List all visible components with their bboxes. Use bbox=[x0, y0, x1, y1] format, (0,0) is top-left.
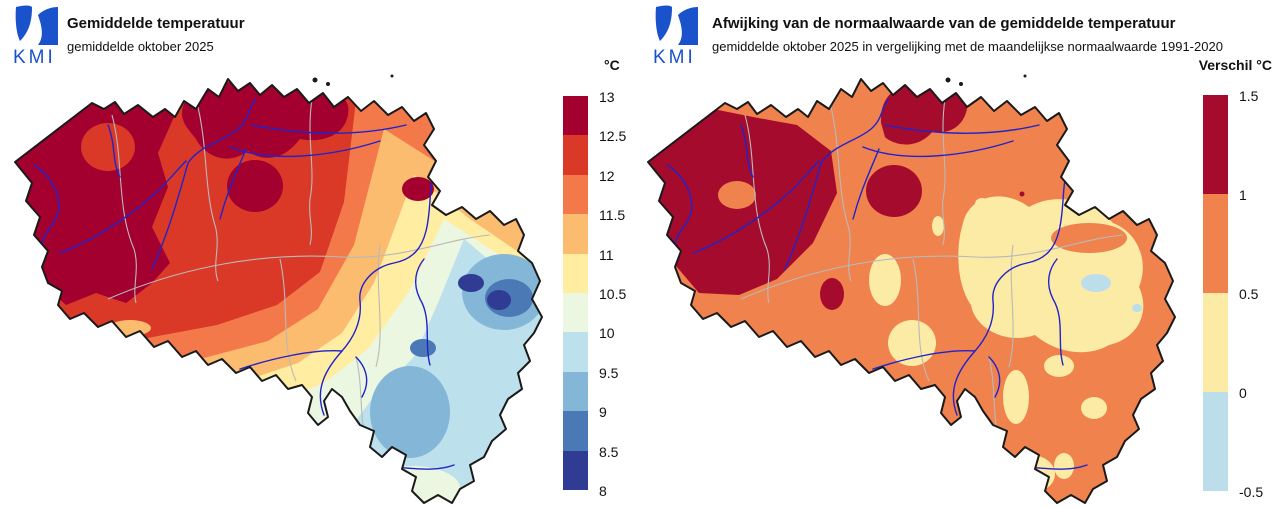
legend-tick: 1.5 bbox=[1239, 88, 1259, 104]
zone-8-5 bbox=[458, 274, 484, 292]
legend-tick: 9 bbox=[599, 404, 607, 420]
zone-orange-rim bbox=[1051, 223, 1127, 253]
legend-tick: 11 bbox=[599, 247, 614, 263]
zone-13-northeast bbox=[402, 177, 434, 201]
legend-tick: 12.5 bbox=[599, 128, 627, 144]
anomaly-map bbox=[647, 74, 1176, 504]
panel-anomaly: KMI Afwijking van de normaalwaarde van d… bbox=[640, 0, 1280, 507]
legend-tick: 12 bbox=[599, 168, 615, 184]
map-subtitle-right: gemiddelde oktober 2025 in vergelijking … bbox=[712, 39, 1223, 54]
legend-tick: 11.5 bbox=[599, 207, 626, 223]
zone-9-5-south bbox=[370, 366, 450, 458]
panel-temperature: KMI Gemiddelde temperatuur gemiddelde ok… bbox=[8, 5, 626, 504]
legend-segment bbox=[563, 135, 588, 175]
zone-13-brussels bbox=[227, 160, 283, 212]
zone-tip-yellow bbox=[378, 492, 404, 503]
temperature-map bbox=[14, 74, 543, 504]
map-title-left: Gemiddelde temperatuur bbox=[67, 15, 245, 32]
legend-segment bbox=[563, 96, 588, 136]
legend-colorbar-left: 13 12.5 12 11.5 11 10.5 10 9.5 9 8.5 8 bbox=[563, 89, 626, 499]
kmi-logo: KMI bbox=[8, 5, 68, 67]
legend-segment bbox=[563, 450, 588, 490]
legend-header-right: Verschil °C bbox=[1198, 57, 1272, 73]
kmi-logo-text: KMI bbox=[13, 47, 56, 67]
map-title-right: Afwijking van de normaalwaarde van de ge… bbox=[712, 15, 1176, 32]
zone-gt1-brussels bbox=[866, 165, 922, 217]
kmi-logo-text: KMI bbox=[653, 47, 696, 67]
legend-tick: 0.5 bbox=[1239, 286, 1259, 302]
legend-segment bbox=[563, 332, 588, 372]
legend-tick: 8 bbox=[599, 483, 607, 499]
zone-0-05-blob bbox=[869, 254, 901, 306]
zone-12-5-hole bbox=[81, 123, 135, 171]
zone-gt1-south bbox=[820, 278, 844, 310]
legend-segment bbox=[563, 214, 588, 254]
legend-segment bbox=[1203, 95, 1228, 194]
legend-header-left: °C bbox=[604, 57, 620, 73]
legend-segment bbox=[563, 174, 588, 215]
legend-colorbar-right: 1.5 1 0.5 0 -0.5 bbox=[1203, 88, 1263, 500]
enclave-dots bbox=[945, 74, 1027, 86]
zone-13-west bbox=[15, 85, 174, 305]
legend-segment bbox=[563, 411, 588, 451]
enclave-dots bbox=[312, 74, 394, 86]
legend-tick: 13 bbox=[599, 89, 615, 105]
legend-segment bbox=[1203, 194, 1228, 293]
legend-tick: 0 bbox=[1239, 385, 1247, 401]
legend-tick: 9.5 bbox=[599, 365, 619, 381]
map-subtitle-left: gemiddelde oktober 2025 bbox=[67, 39, 214, 54]
legend-tick: 8.5 bbox=[599, 444, 619, 460]
legend-segment bbox=[1203, 293, 1228, 392]
legend-tick: 10.5 bbox=[599, 286, 627, 302]
zone-west-hole bbox=[718, 181, 756, 209]
kmi-logo: KMI bbox=[648, 5, 708, 67]
legend-tick: 1 bbox=[1239, 187, 1247, 203]
legend-segment bbox=[1203, 392, 1228, 491]
legend-tick: 10 bbox=[599, 325, 615, 341]
kmi-logo-emblem bbox=[15, 5, 58, 45]
legend-segment bbox=[563, 253, 588, 293]
legend-segment bbox=[563, 292, 588, 333]
kmi-logo-emblem bbox=[655, 5, 698, 45]
legend-tick: -0.5 bbox=[1239, 484, 1264, 500]
legend-segment bbox=[563, 371, 588, 412]
zone-neg-patch bbox=[1081, 274, 1111, 292]
